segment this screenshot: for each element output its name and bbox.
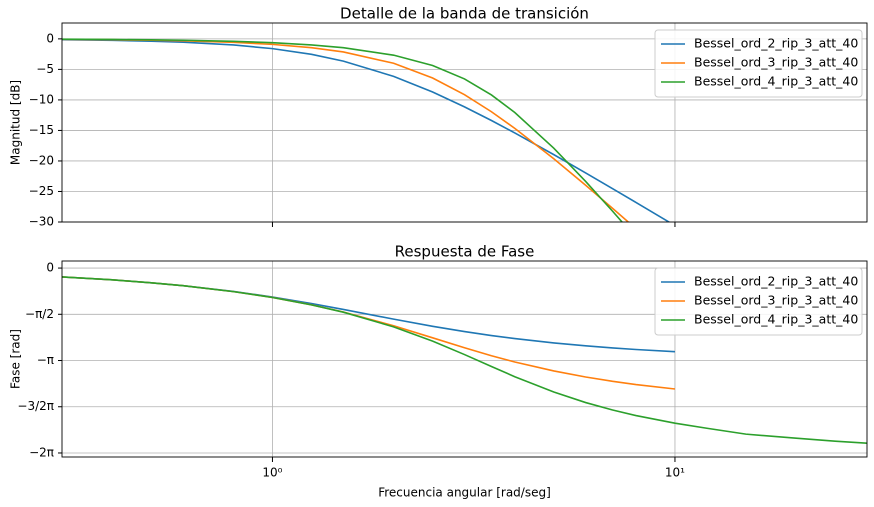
legend-label: Bessel_ord_2_rip_3_att_40 <box>694 274 858 289</box>
legend-label: Bessel_ord_2_rip_3_att_40 <box>694 36 858 51</box>
y-tick-label: −25 <box>29 184 54 198</box>
chart-title: Respuesta de Fase <box>395 243 535 261</box>
x-tick-label: 10¹ <box>665 466 685 480</box>
y-tick-label: −3/2π <box>17 399 54 413</box>
legend: Bessel_ord_2_rip_3_att_40 Bessel_ord_3_ri… <box>654 29 863 98</box>
x-tick-label: 10⁰ <box>262 466 282 480</box>
lines <box>62 38 671 222</box>
y-tick-label: −20 <box>29 153 54 167</box>
line <box>62 38 671 222</box>
axes: Detalle de la banda de transición Magnitu… <box>9 5 868 229</box>
legend-box <box>654 267 863 336</box>
legend-label: Bessel_ord_3_rip_3_att_40 <box>694 55 858 70</box>
y-tick-label: −10 <box>29 92 54 106</box>
y-tick-label: −15 <box>29 123 54 137</box>
chart-title: Detalle de la banda de transición <box>340 5 589 23</box>
legend-label: Bessel_ord_3_rip_3_att_40 <box>694 293 858 308</box>
y-tick-label: −2π <box>29 445 54 459</box>
y-tick-label: 0 <box>46 261 54 275</box>
legend-label: Bessel_ord_4_rip_3_att_40 <box>694 74 858 89</box>
line <box>62 38 624 222</box>
y-axis-label: Magnitud [dB] <box>9 80 23 165</box>
lines <box>62 276 867 444</box>
line <box>62 276 867 444</box>
y-tick-label: 0 <box>46 31 54 45</box>
legend: Bessel_ord_2_rip_3_att_40 Bessel_ord_3_ri… <box>654 267 863 336</box>
y-tick-label: −30 <box>29 215 54 229</box>
axes-frame <box>61 22 868 223</box>
axes: Respuesta de Fase Fase [rad] Frecuencia an… <box>9 243 868 500</box>
y-tick-label: −π/2 <box>25 307 54 321</box>
y-tick-label: −π <box>37 353 54 367</box>
legend-box <box>654 29 863 98</box>
axes-frame <box>61 260 868 458</box>
y-tick-label: −5 <box>36 62 54 76</box>
x-axis-label: Frecuencia angular [rad/seg] <box>378 486 551 500</box>
legend-label: Bessel_ord_4_rip_3_att_40 <box>694 312 858 327</box>
y-axis-label: Fase [rad] <box>9 329 23 389</box>
